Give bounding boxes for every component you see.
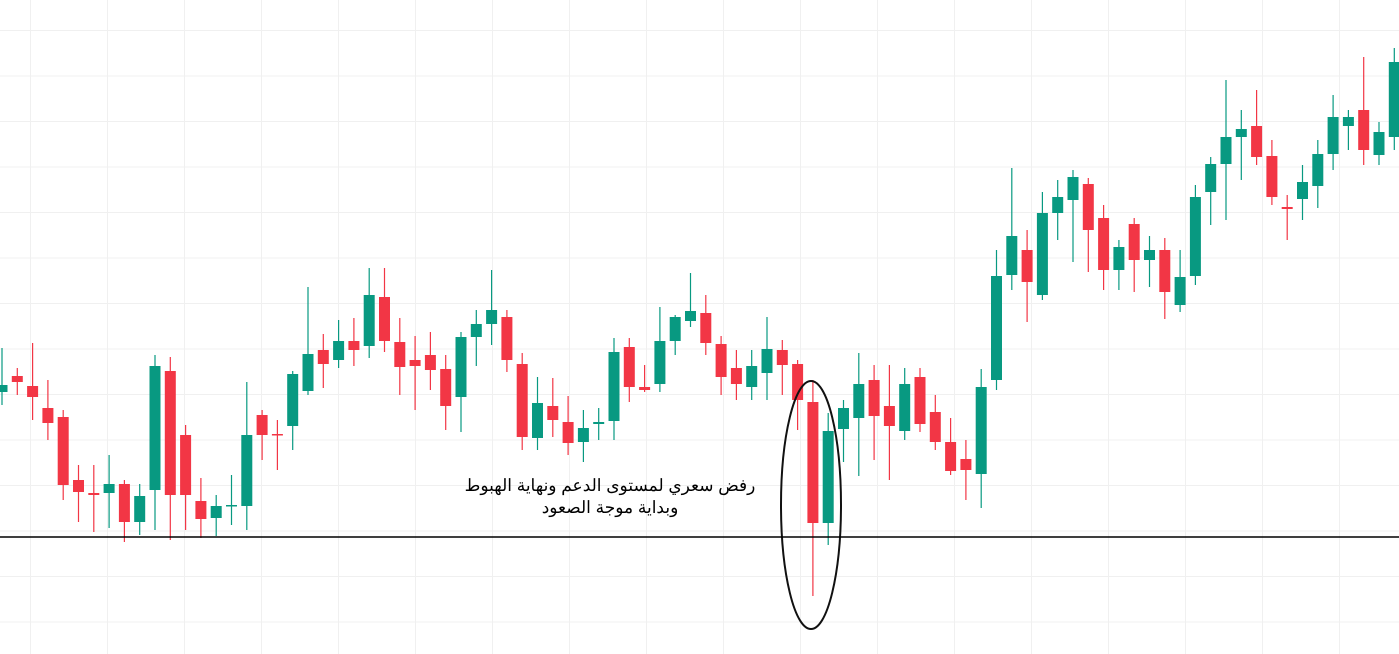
body [210, 506, 222, 518]
body [287, 374, 299, 426]
body [164, 371, 176, 495]
body [853, 384, 865, 418]
body [746, 366, 758, 387]
body [1235, 129, 1247, 137]
body [1052, 197, 1064, 213]
body [761, 349, 773, 373]
body [424, 355, 436, 370]
body [1281, 207, 1293, 209]
body [914, 377, 926, 424]
body [256, 415, 268, 435]
body [11, 376, 23, 382]
body [577, 428, 589, 442]
body [960, 459, 972, 470]
body [685, 311, 696, 321]
body [730, 368, 742, 384]
body [1036, 213, 1048, 295]
body [1144, 250, 1155, 260]
candles [0, 48, 1399, 596]
body [1251, 126, 1263, 157]
body [1159, 250, 1171, 292]
body [302, 354, 314, 391]
body [1205, 164, 1217, 192]
body [1266, 156, 1278, 197]
body [945, 442, 957, 471]
body [700, 313, 712, 343]
body [486, 310, 498, 324]
body [807, 402, 819, 523]
body [57, 417, 69, 485]
body [241, 435, 253, 506]
body [516, 364, 528, 437]
body [929, 412, 941, 442]
body [27, 386, 39, 397]
body [501, 317, 513, 360]
body [226, 505, 237, 507]
body [195, 501, 207, 519]
body [776, 350, 788, 365]
body [88, 493, 100, 495]
body [103, 484, 115, 493]
body [1174, 277, 1186, 305]
body [1312, 154, 1324, 186]
body [822, 431, 834, 523]
body [1021, 250, 1033, 282]
body [348, 341, 360, 350]
body [1067, 177, 1079, 200]
body [180, 435, 192, 495]
body [654, 341, 666, 384]
body [669, 317, 681, 341]
body [470, 324, 482, 337]
body [1373, 132, 1385, 155]
body [134, 496, 146, 522]
body [317, 350, 329, 364]
body [0, 385, 8, 392]
body [379, 297, 390, 341]
body [899, 384, 911, 431]
body [1113, 247, 1125, 270]
body [623, 347, 635, 387]
body [715, 344, 727, 377]
body [1342, 117, 1354, 126]
body [1358, 110, 1370, 150]
body [838, 408, 849, 429]
body [1388, 62, 1399, 137]
body [975, 387, 987, 474]
body [1128, 224, 1140, 260]
body [1327, 117, 1339, 154]
body [562, 422, 574, 443]
annotation: وبداية موجة الصعود [542, 498, 679, 518]
body [394, 342, 406, 367]
body [271, 434, 283, 436]
body [792, 364, 804, 400]
annotation: رفض سعري لمستوى الدعم ونهاية الهبوط [465, 476, 756, 496]
body [455, 337, 467, 397]
body [1006, 236, 1018, 275]
body [363, 295, 375, 346]
body [883, 406, 895, 426]
body [1297, 182, 1308, 199]
body [547, 406, 559, 420]
body [42, 408, 54, 423]
body [118, 484, 130, 522]
body [608, 352, 620, 421]
body [1189, 197, 1201, 276]
body [532, 403, 543, 438]
body [73, 480, 84, 492]
body [149, 366, 161, 490]
body [440, 369, 452, 406]
body [639, 387, 651, 390]
body [333, 341, 345, 360]
body [868, 380, 880, 416]
body [1220, 137, 1232, 164]
body [1098, 218, 1110, 270]
highlight-ellipse [780, 380, 842, 630]
body [1082, 184, 1094, 230]
body [991, 276, 1002, 380]
body [593, 422, 605, 424]
body [409, 360, 421, 366]
